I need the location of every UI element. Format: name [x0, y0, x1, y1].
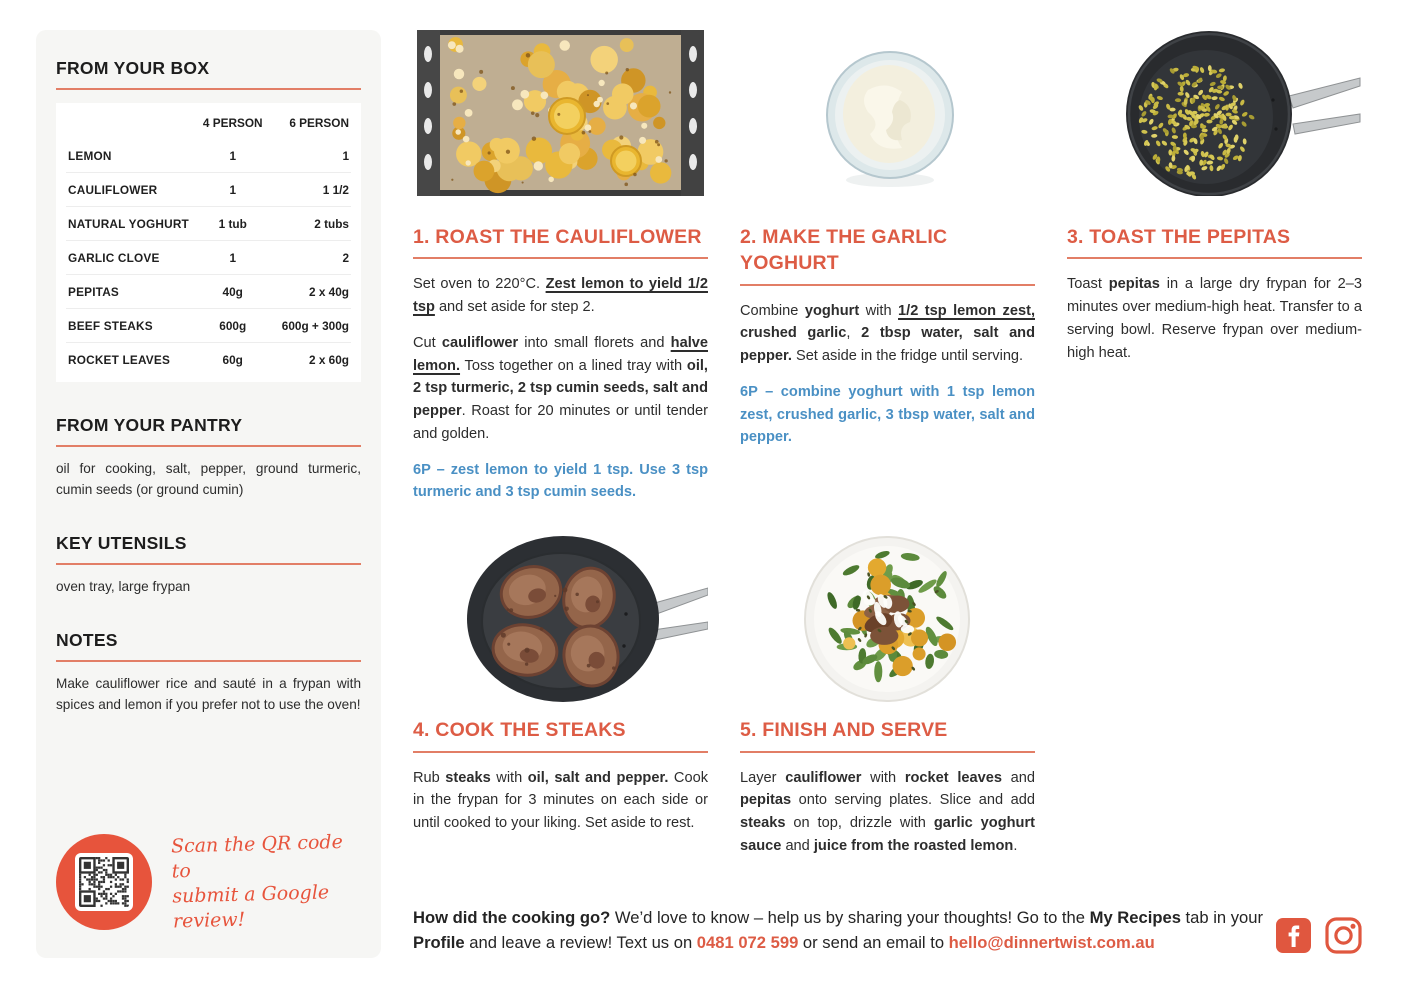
pantry-text: oil for cooking, salt, pepper, ground tu… [56, 461, 361, 498]
facebook-icon[interactable] [1276, 918, 1311, 953]
yoghurt-bowl-photo [740, 30, 1035, 196]
divider [740, 750, 1035, 753]
qr-caption: Scan the QR code to submit a Google revi… [170, 830, 344, 933]
utensils-text: oven tray, large frypan [56, 579, 191, 595]
step-1-title: 1. ROAST THE CAULIFLOWER [413, 226, 702, 248]
from-your-box-title: FROM YOUR BOX [56, 58, 210, 78]
step-card-1: 1. ROAST THE CAULIFLOWER Set oven to 220… [413, 30, 708, 504]
step-card-5: 5. FINISH AND SERVE Layer cauliflower wi… [740, 534, 1035, 857]
google-review-block: Scan the QR code to submit a Google revi… [56, 830, 361, 933]
table-row: GARLIC CLOVE 1 2 [66, 240, 351, 275]
step-card-3: 3. TOAST THE PEPITAS Toast pepitas in a … [1067, 30, 1362, 364]
notes-text: Make cauliflower rice and sauté in a fry… [56, 676, 361, 713]
column-header-blank [66, 106, 197, 139]
qr-code-badge[interactable] [56, 833, 152, 930]
step-2-instructions: Combine yoghurt with 1/2 tsp lemon zest,… [740, 302, 1036, 446]
ingredients-table: 4 PERSON 6 PERSON LEMON 1 1 CAULIFLOWER 1 1 1… [66, 106, 351, 376]
ingredients-table-card: 4 PERSON 6 PERSON LEMON 1 1 CAULIFLOWER 1 1 1… [56, 103, 361, 382]
utensils-section: KEY UTENSILS oven tray, large frypan [56, 533, 361, 597]
table-row: ROCKET LEAVES 60g 2 x 60g [66, 342, 351, 376]
footer-feedback: How did the cooking go? We’d love to kno… [413, 906, 1265, 956]
table-row: NATURAL YOGHURT 1 tub 2 tubs [66, 206, 351, 241]
divider [413, 257, 708, 260]
from-your-pantry-title: FROM YOUR PANTRY [56, 415, 243, 435]
photo-garlic-yoghurt [740, 30, 1035, 196]
step-3-title: 3. TOAST THE PEPITAS [1067, 226, 1291, 248]
step-2-title: 2. MAKE THE GARLIC YOGHURT [740, 226, 948, 275]
photo-finished-plate [740, 534, 1035, 705]
divider [56, 563, 361, 566]
table-row: BEEF STEAKS 600g 600g + 300g [66, 308, 351, 343]
step-1-instructions: Set oven to 220°C. Zest lemon to yield 1… [413, 276, 708, 501]
divider [56, 88, 361, 90]
column-header-4-person: 4 PERSON [202, 115, 263, 130]
footer-text: How did the cooking go? We’d love to kno… [413, 908, 1264, 952]
steak-pan-photo [413, 534, 708, 705]
photo-roasted-cauliflower [413, 30, 708, 196]
divider [413, 750, 708, 753]
key-utensils-title: KEY UTENSILS [56, 533, 187, 554]
table-row: CAULIFLOWER 1 1 1/2 [66, 172, 351, 207]
step-5-instructions: Layer cauliflower with rocket leaves and… [740, 769, 1036, 854]
pepitas-pan-photo [1067, 30, 1362, 196]
step-5-title: 5. FINISH AND SERVE [740, 719, 948, 742]
sidebar: FROM YOUR BOX 4 PERSON 6 PERSON LEMON 1 1 C… [36, 30, 381, 958]
qr-code-icon [75, 852, 133, 911]
photo-toasted-pepitas [1067, 30, 1362, 196]
column-header-6-person: 6 PERSON [289, 115, 349, 130]
pantry-section: FROM YOUR PANTRY oil for cooking, salt, … [56, 415, 361, 500]
step-4-instructions: Rub steaks with oil, salt and pepper. Co… [413, 769, 708, 832]
step-3-instructions: Toast pepitas in a large dry frypan for … [1067, 276, 1362, 361]
recipe-steps: 1. ROAST THE CAULIFLOWER Set oven to 220… [413, 30, 1366, 858]
divider [740, 283, 1035, 286]
social-links [1276, 917, 1362, 954]
notes-title: NOTES [56, 630, 118, 651]
notes-section: NOTES Make cauliflower rice and sauté in… [56, 630, 361, 715]
divider [1067, 257, 1362, 260]
instagram-icon[interactable] [1325, 917, 1362, 954]
divider [56, 445, 361, 447]
step-4-title: 4. COOK THE STEAKS [413, 719, 626, 742]
finished-plate-photo [740, 534, 1035, 705]
photo-cooked-steaks [413, 534, 708, 705]
table-row: PEPITAS 40g 2 x 40g [66, 274, 351, 309]
roasted-cauliflower-photo [417, 30, 704, 196]
divider [56, 660, 361, 663]
table-row: LEMON 1 1 [68, 148, 349, 163]
step-card-4: 4. COOK THE STEAKS Rub steaks with oil, … [413, 534, 708, 835]
step-card-2: 2. MAKE THE GARLIC YOGHURT Combine yoghu… [740, 30, 1035, 449]
